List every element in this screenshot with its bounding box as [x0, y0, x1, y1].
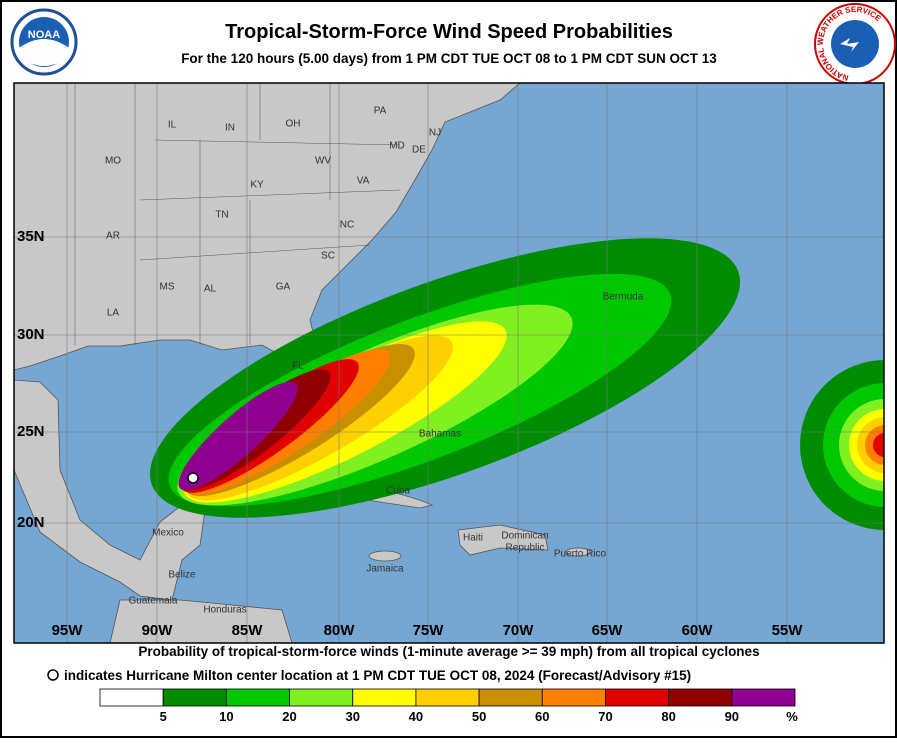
place-label: Bermuda — [603, 292, 644, 303]
legend-swatch — [731, 688, 796, 707]
logo-text: NOAA — [28, 29, 60, 41]
longitude-label: 90W — [142, 622, 174, 639]
longitude-label: 75W — [413, 622, 445, 639]
legend-swatch — [162, 688, 227, 707]
place-label: Republic — [506, 543, 545, 554]
place-label: FL — [292, 361, 304, 372]
place-label: IN — [225, 123, 235, 134]
axis-labels: 95W 90W 85W 80W 75W 70W 65W 60W 55W 35N 30N 25N 20N — [17, 228, 803, 639]
place-label: SC — [321, 251, 335, 262]
legend-label: 70 — [598, 709, 612, 724]
latitude-label: 35N — [17, 228, 45, 245]
legend: 5 10 20 30 40 50 60 70 80 90% — [99, 688, 798, 724]
legend-swatch — [541, 688, 606, 707]
place-label: Belize — [168, 570, 196, 581]
legend-swatch — [352, 688, 417, 707]
legend-label: 40 — [409, 709, 423, 724]
longitude-label: 60W — [682, 622, 714, 639]
legend-swatch — [668, 688, 733, 707]
longitude-label: 55W — [772, 622, 804, 639]
place-label: GA — [276, 282, 291, 293]
legend-unit: % — [786, 709, 798, 724]
noaa-logo: NOAA — [10, 8, 78, 76]
latitude-label: 25N — [17, 423, 45, 440]
place-label: PA — [374, 106, 387, 117]
nws-logo: NATIONAL WEATHER SERVICE — [814, 3, 896, 85]
legend-swatch — [605, 688, 670, 707]
place-label: Jamaica — [366, 564, 404, 575]
legend-label: 50 — [472, 709, 486, 724]
legend-swatch — [478, 688, 543, 707]
place-label: WV — [315, 156, 331, 167]
place-label: MD — [389, 141, 405, 152]
legend-label: 60 — [535, 709, 549, 724]
place-label: LA — [107, 308, 120, 319]
place-label: Mexico — [152, 528, 184, 539]
longitude-label: 70W — [503, 622, 535, 639]
legend-swatch — [225, 688, 290, 707]
state-borders — [74, 83, 401, 345]
longitude-label: 85W — [232, 622, 264, 639]
place-label: Puerto Rico — [554, 549, 607, 560]
place-label: DE — [412, 145, 426, 156]
place-label: VA — [357, 176, 370, 187]
legend-label: 20 — [282, 709, 296, 724]
legend-label: 5 — [160, 709, 167, 724]
place-label: OH — [286, 119, 301, 130]
legend-swatch — [289, 688, 354, 707]
legend-swatch — [415, 688, 480, 707]
storm-center — [187, 472, 199, 484]
longitude-label: 65W — [592, 622, 624, 639]
place-label: KY — [250, 180, 264, 191]
legend-label: 90 — [725, 709, 739, 724]
footer-line: Probability of tropical-storm-force wind… — [138, 644, 759, 659]
place-label: AR — [106, 231, 120, 242]
place-label: TN — [215, 210, 228, 221]
legend-label: 10 — [219, 709, 233, 724]
place-label: Haiti — [463, 533, 483, 544]
storm-center-icon — [47, 669, 59, 681]
place-label: IL — [168, 120, 177, 131]
longitude-label: 95W — [52, 622, 84, 639]
graticule — [14, 83, 884, 643]
place-label: Cuba — [386, 486, 410, 497]
place-label: Guatemala — [129, 596, 178, 607]
place-label: Honduras — [203, 605, 246, 616]
footer-line: indicates Hurricane Milton center locati… — [64, 668, 691, 683]
place-label: AL — [204, 284, 217, 295]
place-label: MO — [105, 156, 121, 167]
map-border — [13, 82, 885, 644]
legend-label: 30 — [345, 709, 359, 724]
legend-label: 80 — [661, 709, 675, 724]
latitude-label: 30N — [17, 326, 45, 343]
place-label: NJ — [429, 128, 441, 139]
place-label: Dominican — [501, 531, 548, 542]
place-label: Bahamas — [419, 429, 461, 440]
place-label: NC — [340, 220, 354, 231]
probability-contours — [149, 238, 884, 530]
title: Tropical-Storm-Force Wind Speed Probabil… — [225, 21, 673, 43]
legend-swatch — [99, 688, 164, 707]
longitude-label: 80W — [324, 622, 356, 639]
subtitle: For the 120 hours (5.00 days) from 1 PM … — [181, 51, 717, 66]
place-label: MS — [160, 282, 175, 293]
latitude-label: 20N — [17, 514, 45, 531]
